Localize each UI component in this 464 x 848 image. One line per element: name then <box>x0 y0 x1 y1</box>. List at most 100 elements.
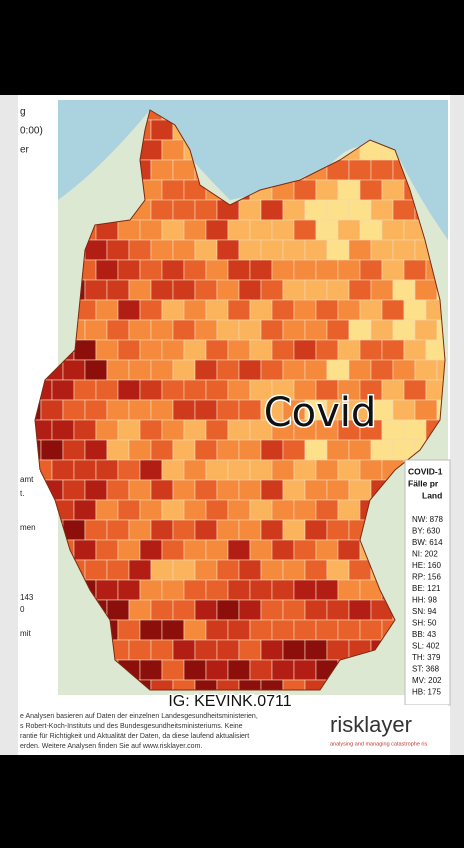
district <box>84 559 108 581</box>
legend-entry: MV: 202 <box>412 676 442 685</box>
legend-entry: ST: 368 <box>412 665 440 674</box>
district <box>139 539 163 561</box>
district <box>51 459 75 481</box>
district <box>403 339 427 361</box>
district <box>150 199 174 221</box>
legend-box <box>404 459 451 706</box>
district <box>128 399 152 421</box>
district <box>337 499 361 521</box>
side-note: mit <box>20 629 31 638</box>
district <box>205 579 229 601</box>
side-note: men <box>20 523 36 532</box>
district <box>205 379 229 401</box>
district <box>238 479 262 501</box>
district <box>128 479 152 501</box>
district <box>172 479 196 501</box>
district <box>315 339 339 361</box>
district <box>128 599 152 621</box>
left-panel-top <box>18 100 58 360</box>
header-text: g <box>20 107 26 118</box>
side-note: amt <box>20 475 34 484</box>
district <box>359 339 383 361</box>
district <box>348 319 372 341</box>
district <box>183 579 207 601</box>
legend-entry: RP: 156 <box>412 573 441 582</box>
district <box>117 379 141 401</box>
district <box>128 559 152 581</box>
district <box>161 299 185 321</box>
district <box>183 259 207 281</box>
district <box>304 519 328 541</box>
district <box>293 579 317 601</box>
district <box>183 619 207 641</box>
district <box>304 239 328 261</box>
district <box>150 319 174 341</box>
district <box>282 319 306 341</box>
district <box>84 479 108 501</box>
district <box>238 199 262 221</box>
district <box>73 379 97 401</box>
district <box>84 359 108 381</box>
footer-text: e Analysen basieren auf Daten der einzel… <box>20 713 258 720</box>
district <box>315 499 339 521</box>
district <box>260 639 284 661</box>
district <box>249 539 273 561</box>
legend-entry: TH: 379 <box>412 653 441 662</box>
district <box>172 159 196 181</box>
district <box>117 539 141 561</box>
district <box>282 439 306 461</box>
district <box>315 299 339 321</box>
district <box>337 619 361 641</box>
district <box>414 359 438 381</box>
district <box>282 559 306 581</box>
district <box>95 379 119 401</box>
district <box>370 319 394 341</box>
district <box>216 519 240 541</box>
district <box>359 299 383 321</box>
district <box>106 359 130 381</box>
district <box>271 579 295 601</box>
district <box>106 439 130 461</box>
district <box>260 199 284 221</box>
district <box>161 179 185 201</box>
district <box>172 399 196 421</box>
district <box>150 279 174 301</box>
district <box>282 679 306 690</box>
district <box>150 159 174 181</box>
district <box>106 519 130 541</box>
district <box>150 559 174 581</box>
district <box>95 419 119 441</box>
district <box>315 259 339 281</box>
district <box>260 359 284 381</box>
district <box>95 259 119 281</box>
district <box>282 599 306 621</box>
left-panel-bottom <box>18 470 40 655</box>
district <box>304 199 328 221</box>
district <box>282 519 306 541</box>
district <box>194 559 218 581</box>
district <box>370 239 394 261</box>
district <box>238 239 262 261</box>
district <box>227 299 251 321</box>
district <box>117 579 141 601</box>
district <box>117 299 141 321</box>
district <box>205 339 229 361</box>
district <box>304 479 328 501</box>
district <box>249 659 273 681</box>
district <box>359 619 383 641</box>
district <box>139 259 163 281</box>
district <box>315 459 339 481</box>
district <box>117 499 141 521</box>
district <box>238 559 262 581</box>
district <box>238 319 262 341</box>
legend-entry: HB: 175 <box>412 688 441 697</box>
district <box>183 659 207 681</box>
district <box>381 339 405 361</box>
district <box>40 399 64 421</box>
district <box>139 659 163 681</box>
district <box>326 519 350 541</box>
district <box>293 539 317 561</box>
watermark: IG: KEVINK.0711 <box>168 693 291 710</box>
district <box>150 359 174 381</box>
district <box>84 319 108 341</box>
